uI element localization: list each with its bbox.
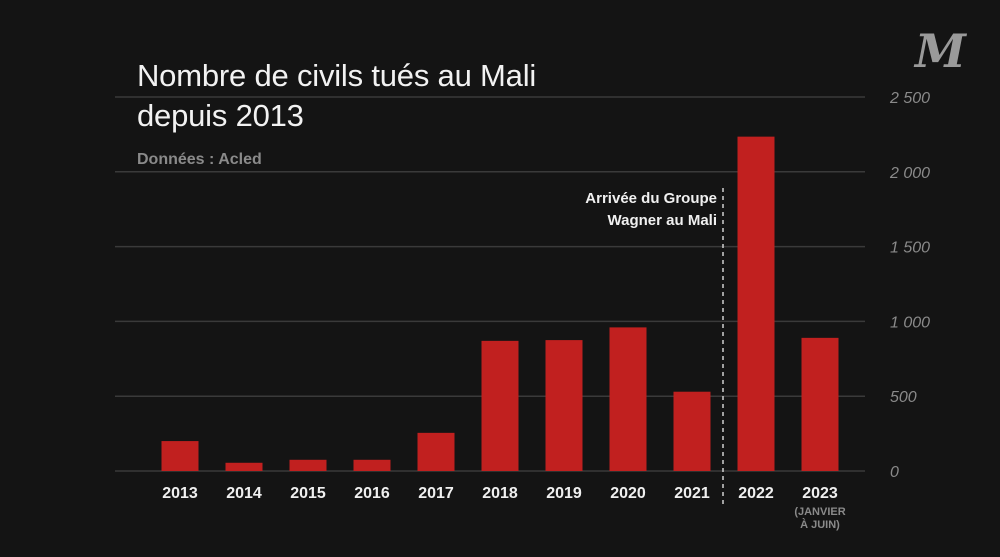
x-tick-note: À JUIN) [800,518,840,531]
bars [161,136,839,472]
x-tick-label: 2020 [610,485,646,502]
x-tick-label: 2015 [290,485,326,502]
y-tick-label: 1 000 [890,314,930,331]
chart-title-line-1: Nombre de civils tués au Mali [137,58,537,93]
bar-2014 [225,462,263,471]
x-tick-label: 2022 [738,485,774,502]
x-tick-label: 2018 [482,485,518,502]
x-tick-label: 2014 [226,485,262,502]
bar-2016 [353,459,391,471]
y-tick-label: 2 000 [889,165,930,182]
bar-2022 [737,136,775,472]
bar-2015 [289,459,327,471]
bar-2013 [161,441,199,471]
y-tick-label: 1 500 [890,240,930,257]
x-tick-label: 2013 [162,485,198,502]
y-tick-label: 2 500 [889,90,930,107]
bar-2021 [673,391,711,471]
chart-title: Nombre de civils tués au Mali depuis 201… [137,56,536,136]
bar-2020 [609,327,647,471]
x-axis-labels: 2013 2014 2015 2016 2017 2018 2019 2020 2021 2022… [162,485,846,531]
x-tick-label: 2023 [802,485,838,502]
x-tick-label: 2017 [418,485,454,502]
chart-title-line-2: depuis 2013 [137,98,304,133]
wagner-annotation-line-2: Wagner au Mali [607,212,717,229]
x-tick-label: 2019 [546,485,582,502]
bar-2023 [801,337,839,471]
y-tick-label: 0 [890,464,899,481]
bar-2017 [417,432,455,471]
y-tick-label: 500 [890,389,917,406]
y-axis-ticks: 0 500 1 000 1 500 2 000 2 500 [889,90,930,481]
x-tick-note: (JANVIER [794,506,845,518]
wagner-annotation: Arrivée du Groupe Wagner au Mali [585,188,717,232]
bar-2019 [545,340,583,471]
x-tick-label: 2016 [354,485,390,502]
data-source: Données : Acled [137,151,262,168]
wagner-annotation-line-1: Arrivée du Groupe [585,190,717,207]
x-tick-label: 2021 [674,485,710,502]
le-monde-logo-icon: M [915,24,966,78]
bar-2018 [481,340,519,471]
